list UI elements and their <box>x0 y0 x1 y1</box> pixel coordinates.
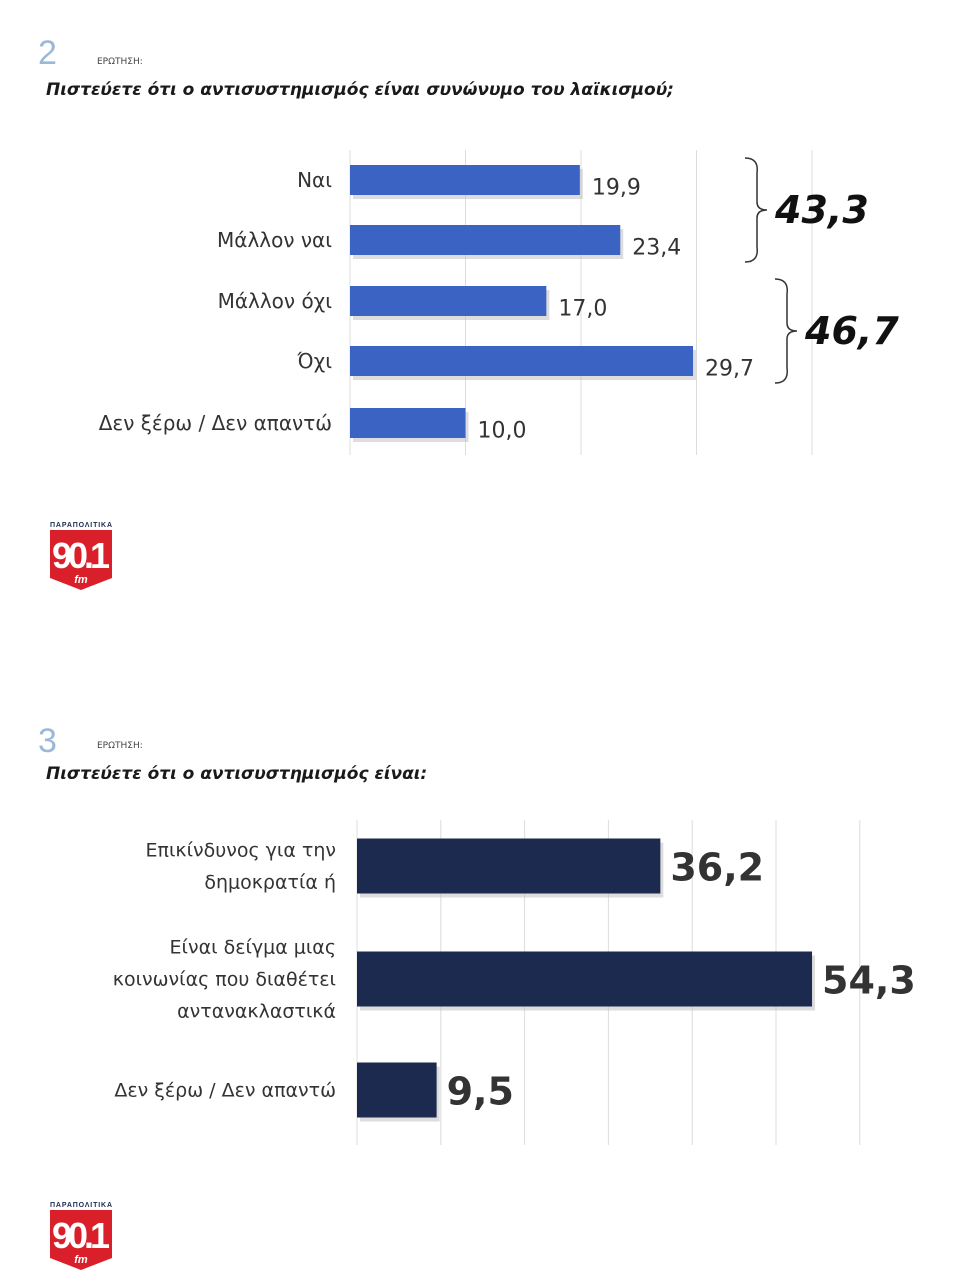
bar <box>357 1062 437 1118</box>
logo-text: 90.1 <box>52 1215 110 1256</box>
value-label: 9,5 <box>447 1069 514 1113</box>
group-brace <box>774 278 798 384</box>
category-label: κοινωνίας που διαθέτει <box>113 969 336 991</box>
category-label: Δεν ξέρω / Δεν απαντώ <box>114 1080 336 1102</box>
logo-text: 90.1 <box>52 535 110 576</box>
group-brace <box>744 157 768 263</box>
radio-logo: ΠΑΡΑΠΟΛΙΤΙΚΑ 90.1fm <box>50 522 112 590</box>
value-label: 23,4 <box>632 235 681 260</box>
group-total: 43,3 <box>774 188 869 232</box>
question-label: ΕΡΩΤΗΣΗ: <box>97 57 143 67</box>
bar <box>350 346 694 376</box>
logo-shield <box>50 1210 112 1270</box>
category-label: Δεν ξέρω / Δεν απαντώ <box>99 411 332 435</box>
bar <box>350 225 621 255</box>
category-label: Επικίνδυνος για την <box>146 840 337 862</box>
bar <box>350 408 466 438</box>
question-number: 3 <box>38 722 57 760</box>
logo-shield <box>50 530 112 590</box>
chart-title: Πιστεύετε ότι ο αντισυστημισμός είναι: <box>46 764 428 784</box>
value-label: 36,2 <box>670 845 764 889</box>
value-label: 29,7 <box>705 356 754 381</box>
bar <box>357 838 661 894</box>
bar <box>350 165 580 195</box>
chart-title: Πιστεύετε ότι ο αντισυστημισμός είναι συ… <box>46 80 674 100</box>
logo-text: ΠΑΡΑΠΟΛΙΤΙΚΑ <box>50 1202 112 1209</box>
category-label: Όχι <box>296 349 332 373</box>
logo-text: fm <box>74 1254 88 1266</box>
bar <box>350 286 547 316</box>
category-label: αντανακλαστικά <box>177 1001 336 1023</box>
bar <box>357 951 813 1007</box>
value-label: 19,9 <box>592 175 641 200</box>
question-number: 2 <box>38 34 57 72</box>
category-label: Ναι <box>297 168 332 192</box>
question-label: ΕΡΩΤΗΣΗ: <box>97 741 143 751</box>
value-label: 10,0 <box>478 418 527 443</box>
radio-logo: ΠΑΡΑΠΟΛΙΤΙΚΑ 90.1fm <box>50 1202 112 1270</box>
logo-text: ΠΑΡΑΠΟΛΙΤΙΚΑ <box>50 522 112 529</box>
value-label: 54,3 <box>822 958 916 1002</box>
category-label: Μάλλον όχι <box>218 289 333 313</box>
group-total: 46,7 <box>804 309 899 353</box>
logo-text: fm <box>74 574 88 586</box>
value-label: 17,0 <box>558 296 607 321</box>
category-label: δημοκρατία ή <box>204 872 336 894</box>
category-label: Είναι δείγμα μιας <box>170 937 336 959</box>
category-label: Μάλλον ναι <box>217 228 332 252</box>
